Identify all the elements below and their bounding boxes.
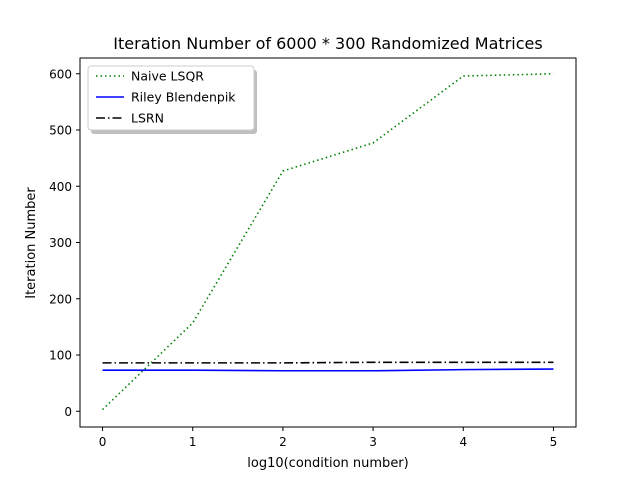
x-tick-label: 3 (369, 435, 377, 449)
y-tick-label: 500 (49, 124, 72, 138)
y-axis-label: Iteration Number (24, 187, 39, 299)
legend-label: Riley Blendenpik (131, 90, 236, 105)
series-line-naive-lsqr (101, 72, 554, 411)
x-tick-label: 0 (99, 435, 107, 449)
legend: Naive LSQR Riley Blendenpik LSRN (87, 65, 257, 134)
y-tick-label: 400 (49, 180, 72, 194)
legend-box (87, 65, 255, 131)
plot-area: 0 1 2 3 4 5 0 100 200 300 400 500 600 (49, 57, 577, 449)
x-axis-label: log10(condition number) (247, 456, 408, 471)
x-tick-label: 1 (189, 435, 197, 449)
y-tick-label: 300 (49, 236, 72, 250)
x-tick-label: 5 (550, 435, 558, 449)
legend-label: Naive LSQR (131, 69, 204, 84)
x-tick-label: 2 (279, 435, 287, 449)
legend-label: LSRN (131, 111, 164, 126)
x-axis-ticks: 0 1 2 3 4 5 (99, 427, 558, 449)
x-tick-label: 4 (459, 435, 467, 449)
series-layer (101, 72, 554, 411)
legend-entries: Naive LSQR Riley Blendenpik LSRN (96, 69, 236, 126)
y-tick-label: 600 (49, 67, 72, 81)
y-tick-label: 100 (49, 349, 72, 363)
chart-title: Iteration Number of 6000 * 300 Randomize… (113, 34, 542, 53)
series-line-riley-blendenpik (102, 368, 554, 372)
y-tick-label: 0 (64, 405, 72, 419)
series-line-lsrn (102, 361, 554, 364)
y-tick-label: 200 (49, 292, 72, 306)
y-axis-ticks: 0 100 200 300 400 500 600 (49, 67, 80, 419)
